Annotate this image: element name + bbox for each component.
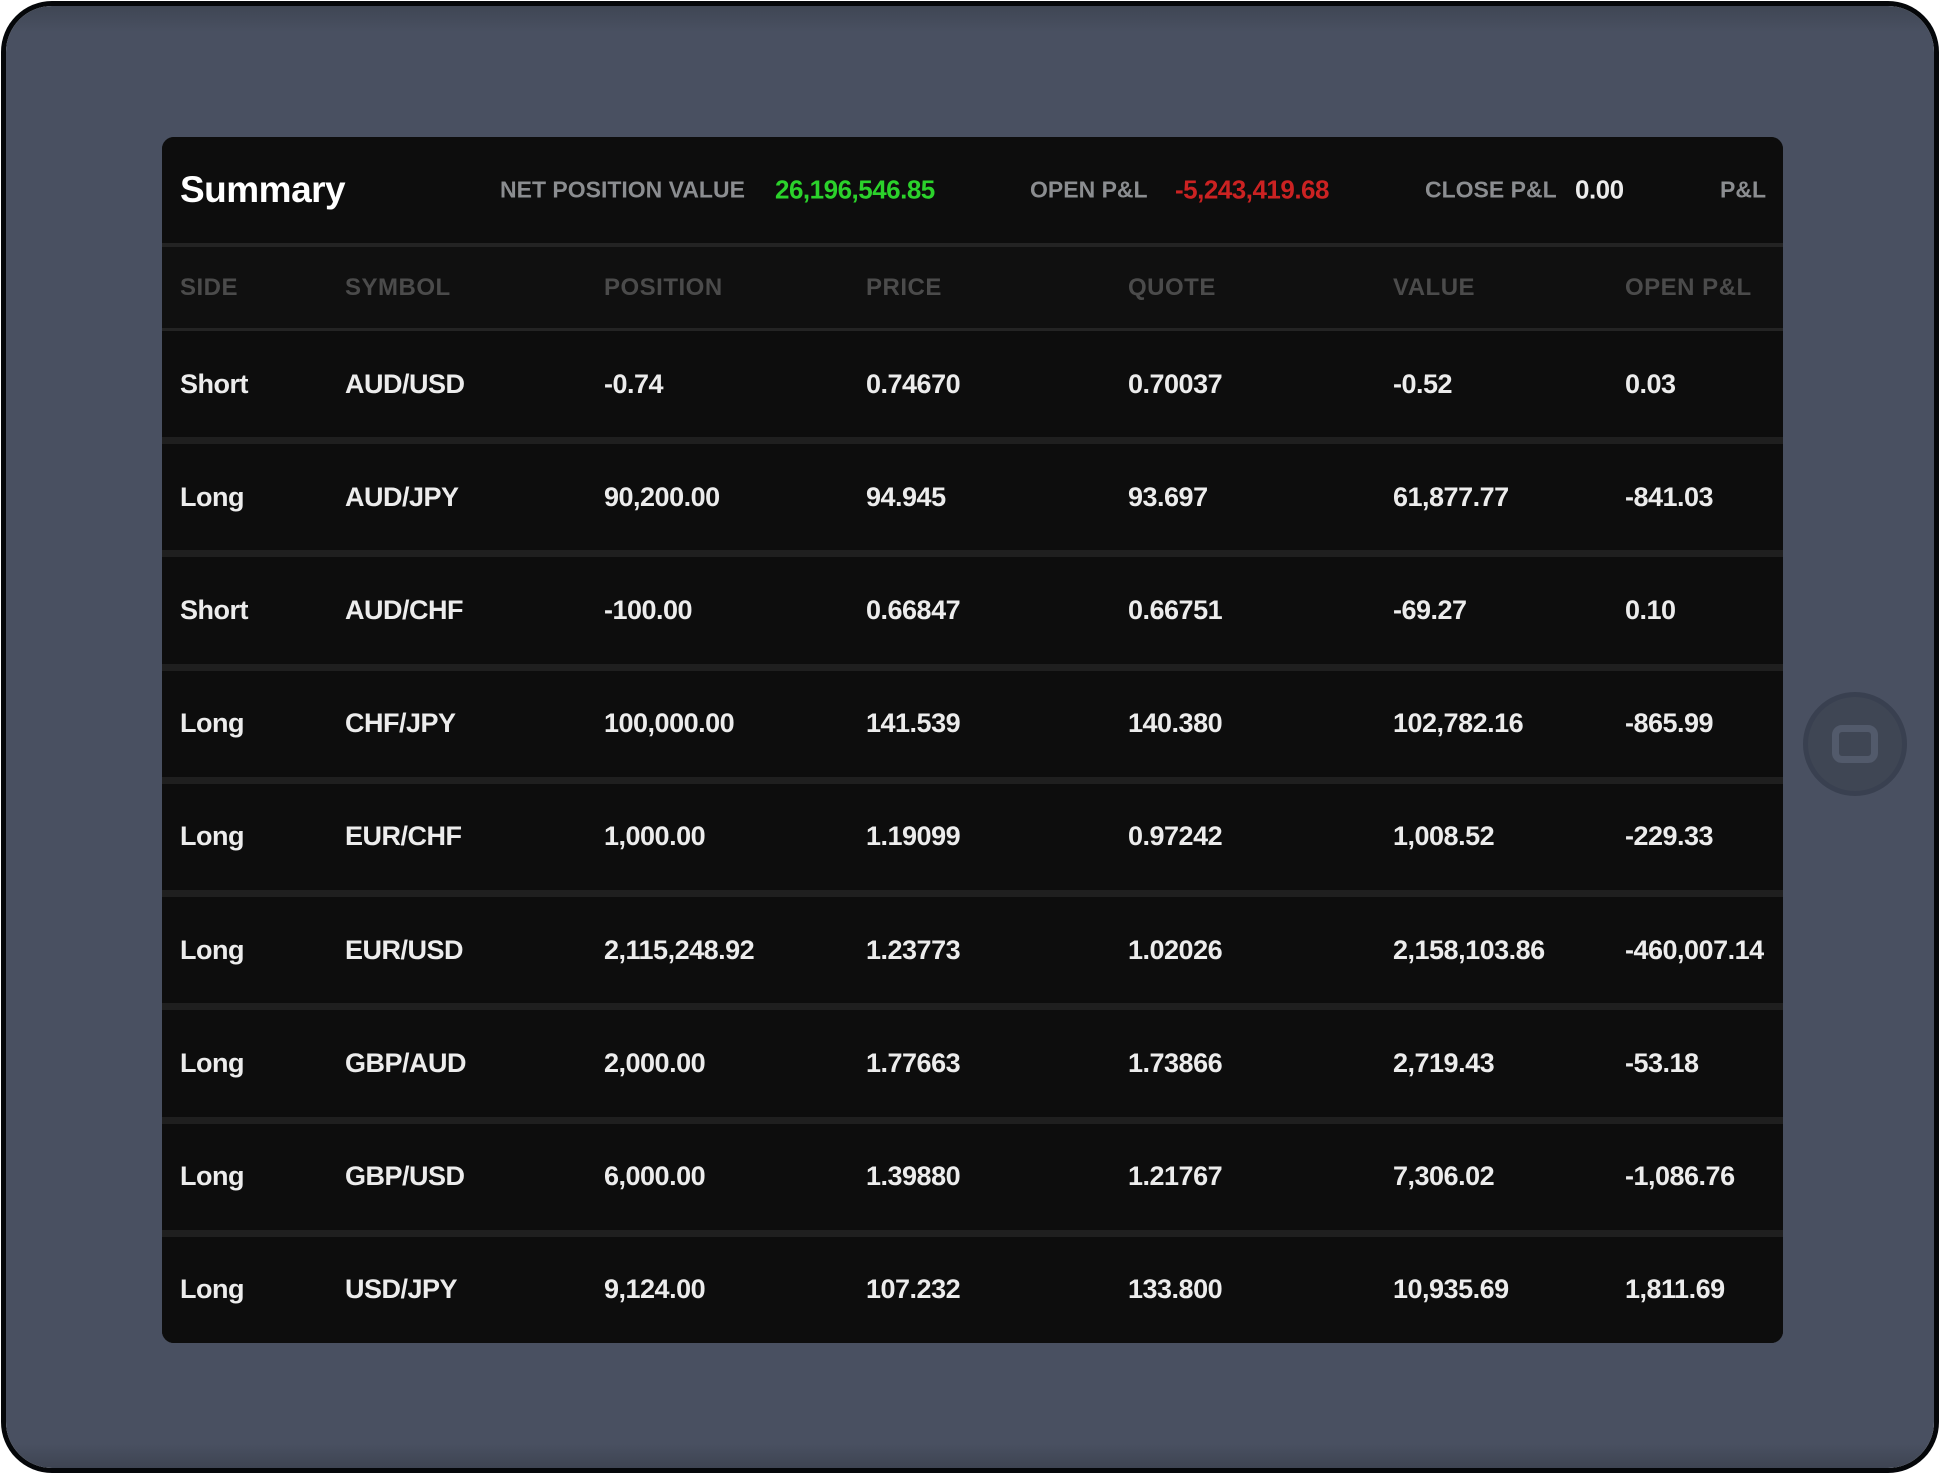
- cell-open-pl: -841.03: [1625, 481, 1714, 512]
- cell-value: -0.52: [1393, 368, 1453, 399]
- cell-open-pl: -460,007.14: [1625, 934, 1764, 965]
- cell-open-pl: 0.03: [1625, 368, 1676, 399]
- cell-position: 6,000.00: [604, 1161, 706, 1192]
- cell-open-pl: 0.10: [1625, 595, 1676, 626]
- column-header-value: VALUE: [1393, 273, 1476, 301]
- table-row[interactable]: Long USD/JPY 9,124.00 107.232 133.800 10…: [162, 1236, 1783, 1343]
- cell-price: 0.66847: [866, 595, 961, 626]
- cell-side: Long: [180, 821, 244, 852]
- cell-side: Long: [180, 934, 244, 965]
- cell-symbol: EUR/CHF: [345, 821, 462, 852]
- cell-quote: 1.02026: [1128, 934, 1223, 965]
- cell-price: 1.77663: [866, 1047, 961, 1078]
- cell-quote: 0.66751: [1128, 595, 1223, 626]
- cell-symbol: USD/JPY: [345, 1274, 458, 1305]
- summary-title-bar: Summary NET POSITION VALUE 26,196,546.85…: [162, 137, 1783, 247]
- trading-app-screen: Summary NET POSITION VALUE 26,196,546.85…: [162, 137, 1783, 1343]
- cell-side: Short: [180, 595, 249, 626]
- column-header-symbol: SYMBOL: [345, 273, 451, 301]
- table-row[interactable]: Short AUD/USD -0.74 0.74670 0.70037 -0.5…: [162, 331, 1783, 438]
- cell-price: 94.945: [866, 481, 946, 512]
- cell-symbol: GBP/USD: [345, 1161, 465, 1192]
- cell-price: 107.232: [866, 1274, 961, 1305]
- net-position-value: 26,196,546.85: [775, 174, 935, 205]
- cell-position: 1,000.00: [604, 821, 706, 852]
- cell-open-pl: -229.33: [1625, 821, 1714, 852]
- cell-position: 9,124.00: [604, 1274, 706, 1305]
- table-row[interactable]: Long GBP/AUD 2,000.00 1.77663 1.73866 2,…: [162, 1010, 1783, 1117]
- page-title: Summary: [180, 169, 346, 210]
- column-header-open-pl: OPEN P&L: [1625, 273, 1752, 301]
- cell-value: 102,782.16: [1393, 708, 1524, 739]
- pl-label: P&L: [1720, 176, 1766, 203]
- cell-position: 2,000.00: [604, 1047, 706, 1078]
- cell-side: Long: [180, 1274, 244, 1305]
- table-row[interactable]: Long GBP/USD 6,000.00 1.39880 1.21767 7,…: [162, 1123, 1783, 1230]
- cell-quote: 0.97242: [1128, 821, 1223, 852]
- cell-price: 141.539: [866, 708, 961, 739]
- cell-side: Long: [180, 1161, 244, 1192]
- cell-symbol: GBP/AUD: [345, 1047, 467, 1078]
- cell-side: Short: [180, 368, 249, 399]
- cell-open-pl: 1,811.69: [1625, 1274, 1725, 1305]
- cell-symbol: AUD/USD: [345, 368, 465, 399]
- cell-position: -0.74: [604, 368, 664, 399]
- table-body: Short AUD/USD -0.74 0.74670 0.70037 -0.5…: [162, 331, 1783, 1343]
- cell-price: 1.23773: [866, 934, 961, 965]
- table-row[interactable]: Short AUD/CHF -100.00 0.66847 0.66751 -6…: [162, 557, 1783, 664]
- cell-quote: 140.380: [1128, 708, 1223, 739]
- table-column-header: SIDE SYMBOL POSITION PRICE QUOTE VALUE O…: [162, 247, 1783, 331]
- cell-open-pl: -865.99: [1625, 708, 1714, 739]
- cell-price: 0.74670: [866, 368, 961, 399]
- close-pl-label: CLOSE P&L: [1425, 176, 1557, 203]
- open-pl-label: OPEN P&L: [1030, 176, 1148, 203]
- cell-position: 90,200.00: [604, 481, 720, 512]
- cell-position: -100.00: [604, 595, 693, 626]
- cell-position: 2,115,248.92: [604, 934, 755, 965]
- cell-symbol: AUD/CHF: [345, 595, 464, 626]
- column-header-price: PRICE: [866, 273, 942, 301]
- cell-value: -69.27: [1393, 595, 1467, 626]
- cell-quote: 1.73866: [1128, 1047, 1223, 1078]
- cell-side: Long: [180, 481, 244, 512]
- cell-value: 1,008.52: [1393, 821, 1495, 852]
- rounded-square-icon: [1832, 725, 1878, 763]
- cell-symbol: EUR/USD: [345, 934, 464, 965]
- cell-open-pl: -53.18: [1625, 1047, 1699, 1078]
- cell-symbol: AUD/JPY: [345, 481, 459, 512]
- table-row[interactable]: Long EUR/USD 2,115,248.92 1.23773 1.0202…: [162, 897, 1783, 1004]
- cell-value: 2,158,103.86: [1393, 934, 1545, 965]
- column-header-quote: QUOTE: [1128, 273, 1216, 301]
- cell-quote: 0.70037: [1128, 368, 1223, 399]
- column-header-position: POSITION: [604, 273, 723, 301]
- cell-quote: 133.800: [1128, 1274, 1223, 1305]
- tablet-bezel: Summary NET POSITION VALUE 26,196,546.85…: [6, 6, 1934, 1468]
- cell-quote: 1.21767: [1128, 1161, 1223, 1192]
- cell-value: 2,719.43: [1393, 1047, 1495, 1078]
- cell-price: 1.19099: [866, 821, 961, 852]
- table-row[interactable]: Long CHF/JPY 100,000.00 141.539 140.380 …: [162, 670, 1783, 777]
- cell-side: Long: [180, 708, 244, 739]
- open-pl-value: -5,243,419.68: [1175, 174, 1329, 205]
- cell-open-pl: -1,086.76: [1625, 1161, 1735, 1192]
- cell-price: 1.39880: [866, 1161, 961, 1192]
- net-position-value-label: NET POSITION VALUE: [500, 176, 745, 203]
- table-row[interactable]: Long AUD/JPY 90,200.00 94.945 93.697 61,…: [162, 444, 1783, 551]
- cell-value: 10,935.69: [1393, 1274, 1509, 1305]
- cell-side: Long: [180, 1047, 244, 1078]
- cell-value: 7,306.02: [1393, 1161, 1495, 1192]
- cell-value: 61,877.77: [1393, 481, 1509, 512]
- cell-quote: 93.697: [1128, 481, 1208, 512]
- cell-position: 100,000.00: [604, 708, 735, 739]
- cell-symbol: CHF/JPY: [345, 708, 456, 739]
- close-pl-value: 0.00: [1575, 174, 1624, 205]
- home-button[interactable]: [1803, 692, 1907, 796]
- column-header-side: SIDE: [180, 273, 239, 301]
- table-row[interactable]: Long EUR/CHF 1,000.00 1.19099 0.97242 1,…: [162, 783, 1783, 891]
